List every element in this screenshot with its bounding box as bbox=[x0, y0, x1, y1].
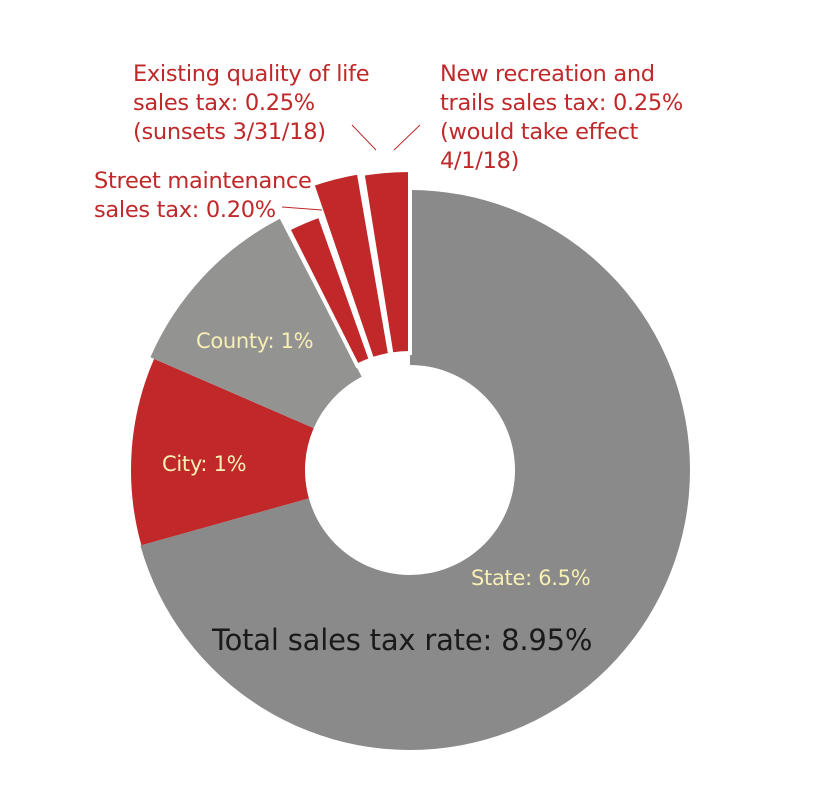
total-rate-label: Total sales tax rate: 8.95% bbox=[212, 623, 593, 657]
slice-state bbox=[140, 190, 690, 750]
label-line: sales tax: 0.20% bbox=[94, 197, 276, 223]
slice-new-recreation-and-trails-sales-tax bbox=[360, 167, 412, 357]
label-line: 4/1/18) bbox=[440, 148, 520, 174]
donut-slices bbox=[130, 167, 690, 750]
leader-line-qol bbox=[351, 124, 377, 151]
label-quality-of-life: Existing quality of life sales tax: 0.25… bbox=[133, 60, 370, 147]
label-line: Street maintenance bbox=[94, 168, 312, 194]
leader-lines bbox=[281, 124, 421, 211]
label-line: trails sales tax: 0.25% bbox=[440, 90, 683, 116]
label-city: City: 1% bbox=[162, 452, 247, 476]
label-line: Existing quality of life bbox=[133, 61, 370, 87]
label-new-recreation: New recreation and trails sales tax: 0.2… bbox=[440, 60, 683, 176]
leader-line-street bbox=[281, 206, 323, 211]
label-line: (would take effect bbox=[440, 119, 639, 145]
label-line: (sunsets 3/31/18) bbox=[133, 119, 326, 145]
slice-county bbox=[150, 218, 362, 429]
label-street-maintenance: Street maintenance sales tax: 0.20% bbox=[94, 167, 312, 225]
label-state: State: 6.5% bbox=[471, 566, 591, 590]
leader-line-new-rec bbox=[393, 124, 421, 151]
label-line: New recreation and bbox=[440, 61, 655, 87]
label-county: County: 1% bbox=[196, 329, 314, 353]
slice-city bbox=[130, 358, 314, 546]
label-line: sales tax: 0.25% bbox=[133, 90, 315, 116]
